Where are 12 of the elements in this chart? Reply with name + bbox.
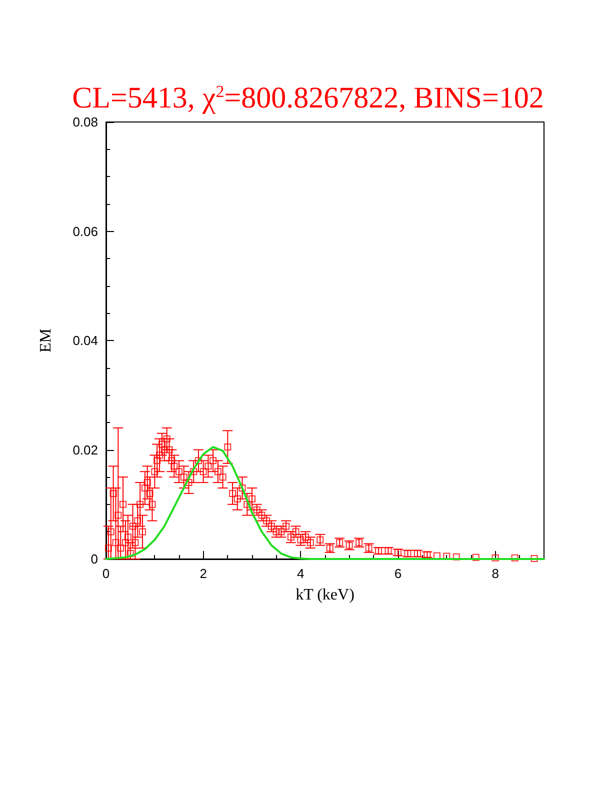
x-tick-label: 8 (492, 566, 499, 581)
y-tick-label: 0.06 (72, 224, 98, 239)
x-axis-title: kT (keV) (296, 586, 354, 604)
y-tick-label: 0.02 (72, 442, 98, 458)
y-tick-label: 0.08 (72, 114, 98, 130)
y-axis-title: EM (38, 328, 54, 352)
y-tick-label: 0 (90, 552, 98, 566)
x-tick-label: 4 (297, 566, 304, 581)
y-tick-label: 0.04 (72, 333, 98, 348)
x-tick-label: 2 (200, 566, 207, 581)
x-tick-label: 0 (102, 566, 110, 581)
x-tick-label: 6 (394, 566, 402, 581)
